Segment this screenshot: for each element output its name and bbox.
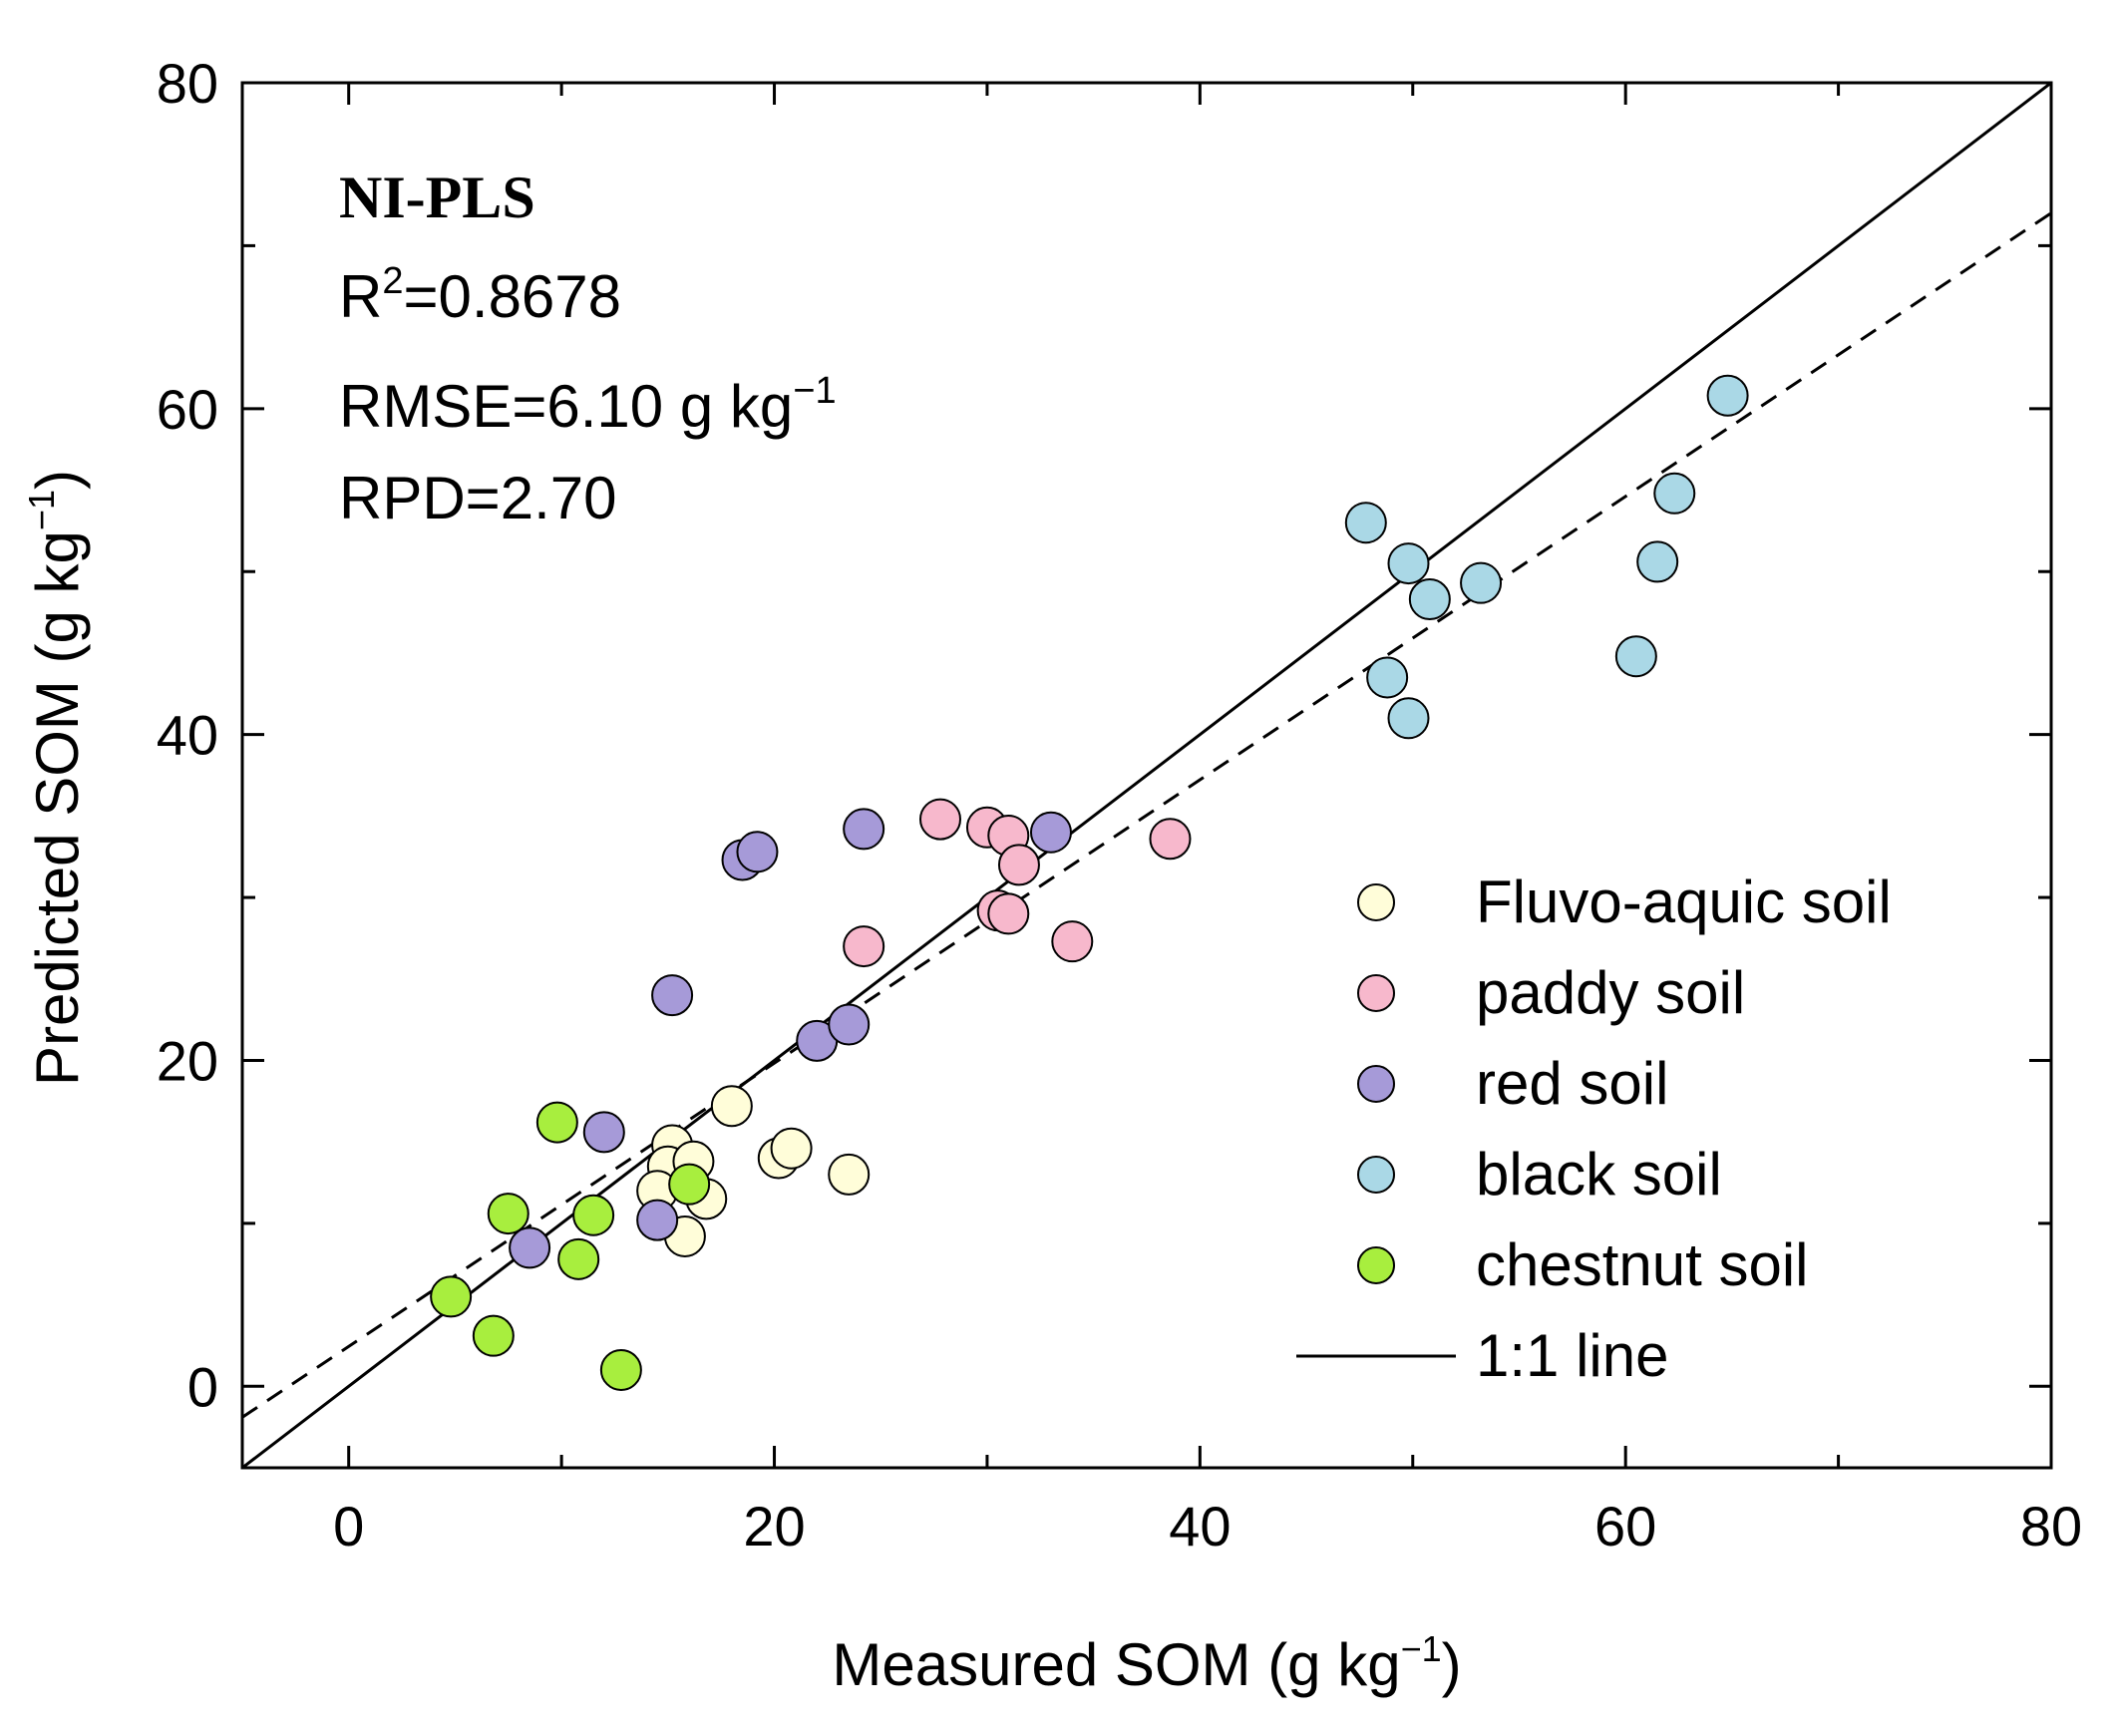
y-tick-label: 20 <box>157 1029 218 1092</box>
point-chestnut-soil <box>599 1348 642 1391</box>
x-tick-label: 40 <box>1169 1495 1231 1558</box>
point-fluvo-aquic-soil <box>770 1127 813 1170</box>
legend-marker-chestnut <box>1357 1246 1395 1284</box>
point-black-soil <box>1408 578 1451 621</box>
r2-text: R2=0.8678 <box>339 260 621 330</box>
point-black-soil <box>1387 542 1430 585</box>
y-tick-label: 40 <box>157 704 218 767</box>
point-red-soil <box>736 831 779 873</box>
legend-label-one-to-one: 1:1 line <box>1476 1322 1668 1389</box>
legend-label-fluvo-aquic: Fluvo-aquic soil <box>1476 868 1892 935</box>
point-red-soil <box>582 1111 625 1154</box>
x-tick-label: 0 <box>333 1495 364 1558</box>
x-axis-label-sup: −1 <box>1401 1628 1442 1669</box>
x-axis-label: Measured SOM (g kg−1) <box>832 1628 1461 1698</box>
r2-sup: 2 <box>382 260 403 302</box>
axis-ticks <box>242 81 2053 1468</box>
legend-label-chestnut: chestnut soil <box>1476 1231 1809 1298</box>
y-axis-label: Predicted SOM (g kg−1) <box>21 470 91 1086</box>
point-red-soil <box>636 1199 679 1241</box>
point-black-soil <box>1614 635 1657 678</box>
point-black-soil <box>1366 656 1409 699</box>
point-fluvo-aquic-soil <box>710 1085 753 1128</box>
model-name: NI-PLS <box>339 165 535 230</box>
x-tick-label: 60 <box>1594 1495 1656 1558</box>
point-chestnut-soil <box>557 1237 600 1280</box>
point-chestnut-soil <box>668 1163 711 1206</box>
regression-fit-line <box>242 211 2051 1419</box>
rmse-text: RMSE=6.10 g kg−1 <box>339 370 837 440</box>
point-red-soil <box>651 974 694 1017</box>
rmse-sup: −1 <box>793 370 836 412</box>
rpd-text: RPD=2.70 <box>339 465 617 531</box>
r2-value: =0.8678 <box>403 263 621 330</box>
y-axis-label-sup: −1 <box>21 490 62 530</box>
point-red-soil <box>1029 811 1072 854</box>
point-chestnut-soil <box>430 1275 473 1318</box>
legend-label-black: black soil <box>1476 1141 1722 1208</box>
y-tick-label: 80 <box>157 52 218 115</box>
point-chestnut-soil <box>572 1194 615 1236</box>
point-black-soil <box>1344 502 1387 544</box>
x-tick-label: 20 <box>743 1495 805 1558</box>
legend-marker-paddy <box>1357 974 1395 1012</box>
stats-annotation: NI-PLS R2=0.8678 RMSE=6.10 g kg−1 RPD=2.… <box>339 165 837 531</box>
x-axis-label-main: Measured SOM (g kg <box>832 1631 1400 1698</box>
point-paddy-soil <box>1051 920 1094 963</box>
legend-label-red: red soil <box>1476 1050 1668 1117</box>
y-tick-label: 60 <box>157 378 218 441</box>
point-black-soil <box>1460 561 1503 604</box>
y-tick-label: 0 <box>187 1355 218 1418</box>
point-chestnut-soil <box>535 1101 578 1144</box>
tick-labels: 0 20 40 60 80 0 20 40 60 80 <box>157 52 2082 1558</box>
rmse-main: RMSE=6.10 g kg <box>339 373 793 440</box>
point-red-soil <box>843 808 885 851</box>
point-paddy-soil <box>843 925 885 968</box>
r2-prefix: R <box>339 263 382 330</box>
point-paddy-soil <box>1149 818 1192 861</box>
point-fluvo-aquic-soil <box>828 1153 871 1196</box>
point-paddy-soil <box>997 844 1040 886</box>
point-black-soil <box>1636 540 1679 583</box>
legend-marker-red <box>1357 1065 1395 1103</box>
point-red-soil <box>509 1226 551 1269</box>
point-paddy-soil <box>918 798 961 841</box>
point-black-soil <box>1653 472 1696 515</box>
point-red-soil <box>828 1003 871 1046</box>
legend-marker-black <box>1357 1156 1395 1194</box>
legend: Fluvo-aquic soil paddy soil red soil bla… <box>1296 868 1892 1389</box>
x-tick-label: 80 <box>2020 1495 2082 1558</box>
point-paddy-soil <box>987 892 1030 935</box>
legend-label-paddy: paddy soil <box>1476 959 1745 1026</box>
x-axis-label-end: ) <box>1442 1631 1462 1698</box>
point-black-soil <box>1387 697 1430 740</box>
plot-area-frame <box>240 81 2053 1470</box>
point-chestnut-soil <box>472 1314 515 1357</box>
data-points <box>430 374 1749 1391</box>
y-axis-label-main: Predicted SOM (g kg <box>24 530 91 1086</box>
point-black-soil <box>1706 374 1749 417</box>
point-chestnut-soil <box>487 1193 529 1235</box>
y-axis-label-end: ) <box>24 470 91 490</box>
legend-marker-fluvo-aquic <box>1357 883 1395 921</box>
